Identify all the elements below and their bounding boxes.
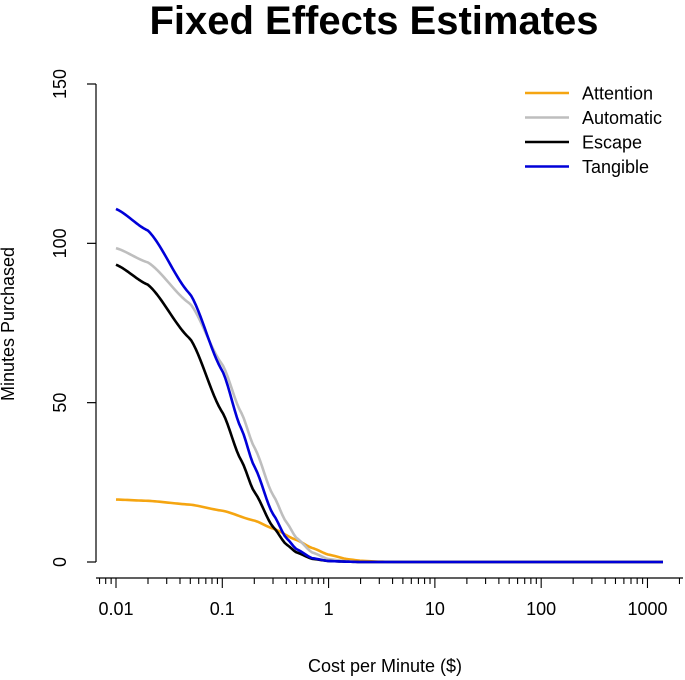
x-tick-label: 0.01 <box>98 599 133 619</box>
legend: Attention Automatic Escape Tangible <box>525 84 662 177</box>
series-line-tangible <box>115 207 663 564</box>
y-axis: 0 50 100 150 <box>50 69 97 567</box>
series-line-automatic <box>115 246 663 564</box>
x-tick-label: 1 <box>324 599 334 619</box>
legend-label-escape: Escape <box>582 133 642 153</box>
legend-label-tangible: Tangible <box>582 157 649 177</box>
x-tick-label: 10 <box>425 599 445 619</box>
y-tick-label: 150 <box>50 69 70 99</box>
y-tick-label: 0 <box>50 557 70 567</box>
y-axis-label: Minutes Purchased <box>0 247 18 401</box>
x-axis-label: Cost per Minute ($) <box>308 656 462 676</box>
legend-label-attention: Attention <box>582 84 653 104</box>
x-tick-label: 0.1 <box>210 599 235 619</box>
x-axis: 0.01 0.1 1 10 100 1000 <box>96 577 683 619</box>
y-tick-label: 100 <box>50 228 70 258</box>
x-tick-label: 1000 <box>627 599 667 619</box>
chart-title: Fixed Effects Estimates <box>149 0 598 43</box>
series-lines <box>115 207 663 564</box>
y-tick-label: 50 <box>50 393 70 413</box>
series-line-attention <box>115 498 663 564</box>
legend-label-automatic: Automatic <box>582 108 662 128</box>
x-tick-label: 100 <box>526 599 556 619</box>
